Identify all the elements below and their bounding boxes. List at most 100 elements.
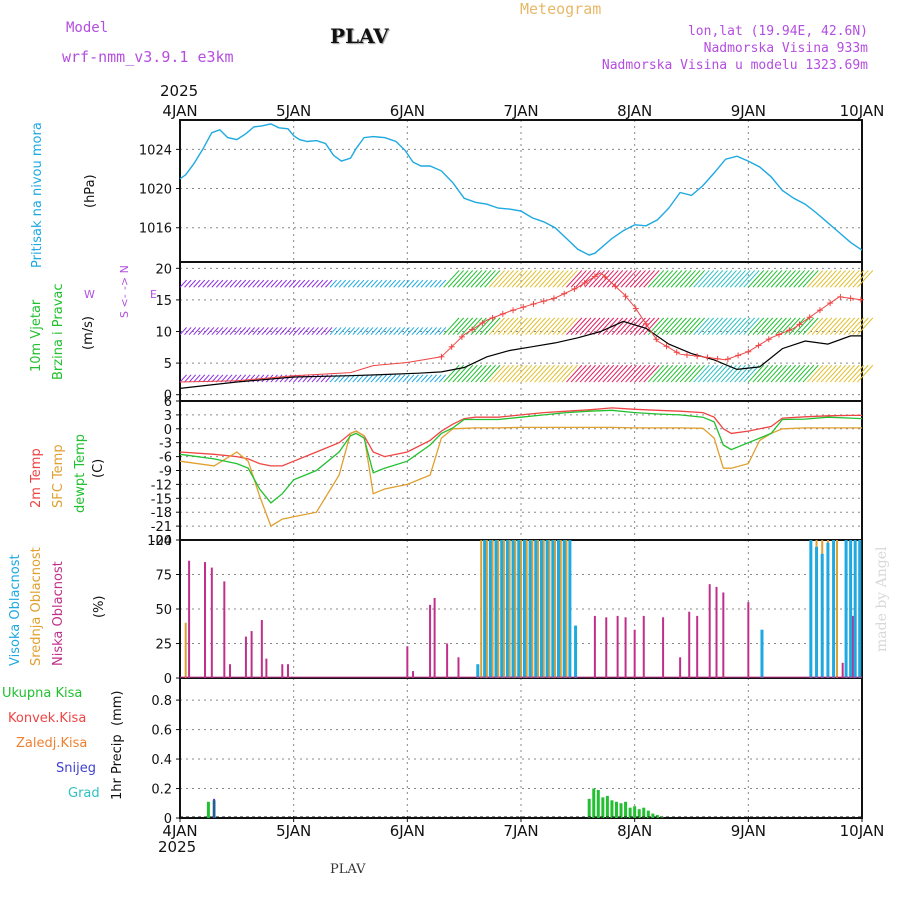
cloud-mid-bar: [514, 540, 517, 678]
cloud-high-bar: [809, 540, 813, 678]
wind-barb: [602, 364, 619, 383]
wind-barb: [220, 327, 228, 335]
cloud-high-bar: [500, 540, 504, 678]
cloud-mid-bar: [480, 540, 483, 678]
wind-barb: [611, 364, 628, 383]
wind-barb: [757, 317, 774, 335]
elevation-text: Nadmorska Visina 933m: [703, 41, 868, 56]
wind-barb: [193, 374, 201, 383]
cloud-low-bar: [250, 631, 253, 678]
cloud-low-bar: [662, 617, 665, 678]
wind-barb: [411, 374, 419, 383]
xtick-label-top: 10JAN: [840, 102, 885, 120]
wind-barb: [461, 364, 478, 383]
precip-total-bar: [624, 801, 628, 818]
wind-barb: [557, 317, 574, 335]
wind-ytick-label: 5: [164, 357, 172, 372]
wind-barb: [666, 317, 683, 335]
precip-total-bar: [592, 788, 596, 818]
wind-barb: [338, 279, 347, 288]
wind-barb: [511, 317, 528, 335]
station-title: PLAV: [330, 24, 389, 48]
wind-barb: [361, 374, 369, 383]
wind-barb: [743, 317, 760, 335]
xtick-label-top: 8JAN: [617, 102, 652, 120]
cloud-low-bar: [281, 664, 284, 678]
xtick-label-bottom: 10JAN: [840, 822, 885, 840]
wind-gust-mark: [765, 336, 772, 343]
wind-gust-mark: [581, 279, 588, 286]
wind-barb: [679, 270, 696, 288]
wind-barb: [852, 317, 869, 335]
cloud-high-bar: [760, 629, 764, 678]
wind-barb: [625, 270, 642, 288]
wind-barb: [543, 317, 560, 335]
wind-barb: [456, 364, 474, 383]
wind-barb: [775, 270, 792, 288]
wind-barb: [561, 364, 578, 383]
precip-frame: [179, 677, 863, 819]
wind-barb: [497, 317, 515, 335]
precip-snow-bar: [213, 798, 216, 818]
cloud-high-bar: [853, 540, 857, 678]
wind-barb: [820, 364, 837, 383]
wind-barb: [193, 327, 201, 335]
wind-barb: [729, 364, 746, 383]
wind-barb-row: [179, 317, 874, 335]
cloud-low-bar: [223, 581, 226, 678]
wind-barb: [607, 364, 624, 383]
cloud-high-bar: [844, 540, 848, 678]
wind-gust-mark: [530, 301, 537, 308]
wind-barb: [425, 327, 433, 335]
wind-barb: [552, 364, 569, 383]
cloud-high-bar: [528, 540, 532, 678]
wind-gust-mark: [857, 296, 864, 303]
wind-barb: [361, 279, 369, 288]
cloud-low-bar: [722, 592, 725, 678]
cloud-low-bar: [457, 657, 460, 678]
cloud-low-bar: [210, 567, 213, 678]
wind-barb: [334, 327, 342, 335]
wind-barb: [275, 327, 283, 335]
wind-barb: [370, 327, 378, 335]
cloud-low-bar: [260, 620, 263, 678]
wind-barb: [493, 270, 510, 288]
cloud-high-bar: [476, 664, 480, 678]
cloud-low-bar: [286, 664, 289, 678]
wind-barb: [502, 364, 519, 383]
compass-e: E: [150, 288, 157, 301]
legend-hail: Grad: [68, 786, 100, 801]
wind-barb: [434, 374, 442, 383]
wind-barb: [707, 270, 724, 288]
wind-barb: [452, 364, 469, 383]
wind-gust-mark: [806, 314, 813, 321]
wind-barb: [797, 270, 815, 288]
wind-barb: [397, 327, 406, 335]
cloud-high-bar: [568, 540, 572, 678]
wind-barb: [547, 317, 565, 335]
cloud-low-bar: [406, 646, 409, 678]
wind-barb: [843, 317, 860, 335]
wind-gust-mark: [694, 353, 701, 360]
wind-barb: [638, 270, 655, 288]
wind-barb: [547, 270, 565, 288]
cloud-low-bar: [747, 602, 750, 678]
wind-barb: [206, 327, 215, 335]
wind-barb: [707, 364, 724, 383]
wind-barb: [266, 327, 274, 335]
wind-gust-mark: [776, 331, 783, 338]
pressure-ytick-label: 1016: [139, 222, 172, 237]
xtick-label-bottom: 7JAN: [503, 822, 538, 840]
cloud-low-bar: [841, 662, 844, 678]
wind-barb: [643, 364, 660, 383]
cloud-low-bar: [188, 560, 191, 678]
cloud-low-bar: [624, 617, 627, 678]
legend-total: Ukupna Kisa: [2, 686, 83, 701]
wind-barb: [847, 270, 865, 288]
wind-barb: [766, 270, 783, 288]
wind-barb: [857, 317, 874, 335]
wind-barb: [670, 317, 687, 335]
wind-barb: [325, 279, 333, 288]
wind-gust-mark: [714, 355, 721, 362]
xtick-label-top: 4JAN: [162, 102, 197, 120]
